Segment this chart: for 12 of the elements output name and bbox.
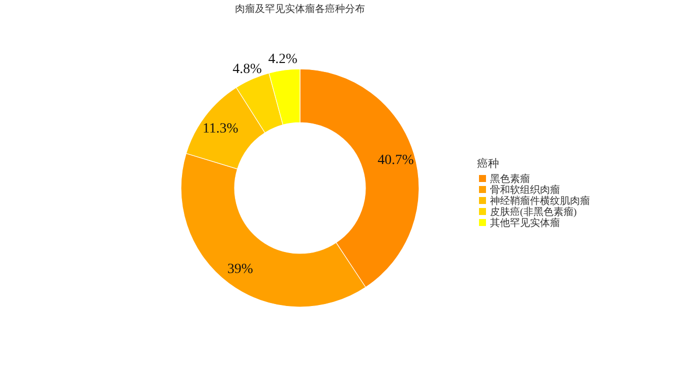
legend-title: 癌种: [477, 157, 499, 170]
data-label: 4.8%: [232, 62, 262, 78]
data-label: 40.7%: [378, 153, 414, 168]
legend-label: 神经鞘瘤件横纹肌肉瘤: [490, 195, 590, 207]
legend-label: 骨和软组织肉瘤: [490, 184, 560, 196]
legend-label: 黑色素瘤: [490, 173, 530, 185]
chart-title: 肉瘤及罕见实体瘤各癌种分布: [235, 3, 365, 15]
data-label: 39%: [227, 262, 254, 278]
legend-label: 其他罕见实体瘤: [490, 217, 560, 229]
data-label: 4.2%: [268, 52, 298, 68]
data-label: 11.3%: [202, 121, 239, 136]
legend-label: 皮肤癌(非黑色素瘤): [490, 206, 577, 218]
